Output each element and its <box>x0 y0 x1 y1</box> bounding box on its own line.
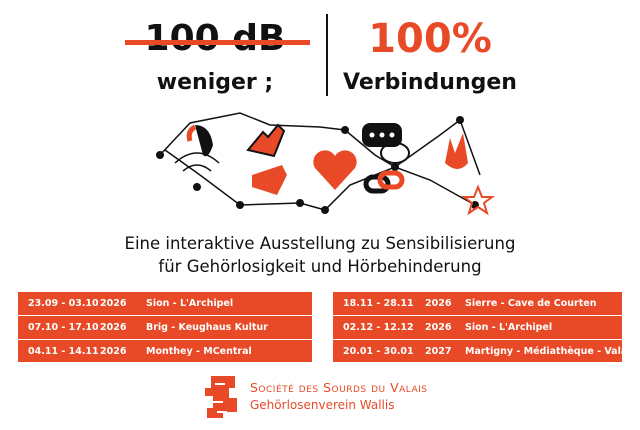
headline-right-top: 100% <box>368 16 492 62</box>
schedule-date: 23.09 - 03.10 <box>28 298 99 309</box>
schedule-venue: Sion - L'Archipel <box>465 322 553 334</box>
schedule-year: 2026 <box>425 322 452 334</box>
schedule-panel: 18.11 - 28.11 2026 Sierre - Cave de Courte… <box>333 292 636 363</box>
headline-right-bottom: Verbindungen <box>343 70 517 95</box>
headline-left-top: 100 dB <box>144 18 286 59</box>
schedule-row: 23.09 - 03.10 2026 Sion - L'Archipel <box>18 292 312 315</box>
schedule-row: 04.11 - 14.11 2026 Monthey - MCentral <box>18 338 312 363</box>
schedule-row: 02.12 - 12.12 2026 Sion - L'Archipel <box>333 315 622 339</box>
schedule-panel: 23.09 - 03.10 2026 Sion - L'Archipel 07.10 … <box>18 292 312 362</box>
footer-subname: Gehörlosenverein Wallis <box>250 398 395 412</box>
schedule-year: 2026 <box>100 345 127 357</box>
schedule-year: 2026 <box>100 322 127 334</box>
schedule-date: 07.10 - 17.10 <box>28 322 99 334</box>
illustration <box>156 112 495 216</box>
subtitle-line: für Gehörlosigkeit und Hörbehinderung <box>158 257 482 276</box>
schedule-row: 18.11 - 28.11 2026 Sierre - Cave de Courte… <box>333 292 622 315</box>
strike <box>125 40 310 45</box>
headline-left-bottom: weniger ; <box>156 70 274 95</box>
schedule-year: 2026 <box>425 298 452 309</box>
schedule-date: 18.11 - 28.11 <box>343 298 414 309</box>
subtitle-line: Eine interaktive Ausstellung zu Sensibil… <box>124 234 516 253</box>
footer-name: Société des Sourds du Valais <box>250 380 428 395</box>
schedule-venue: Sion - L'Archipel <box>146 298 234 309</box>
divider <box>326 14 328 96</box>
schedule-date: 02.12 - 12.12 <box>343 322 414 334</box>
schedule-date: 20.01 - 30.01 <box>343 345 414 357</box>
schedule-row: 20.01 - 30.01 2027 Martigny - Médiathèque … <box>333 338 636 363</box>
logo <box>205 376 237 418</box>
schedule-venue: Sierre - Cave de Courten <box>465 298 597 309</box>
schedule-year: 2027 <box>425 345 452 357</box>
schedule-row: 07.10 - 17.10 2026 Brig - Keughaus Kultur <box>18 315 312 339</box>
schedule-year: 2026 <box>100 298 127 309</box>
schedule-venue: Monthey - MCentral <box>146 345 252 357</box>
schedule-venue: Martigny - Médiathèque - Valais <box>465 345 637 357</box>
schedule-venue: Brig - Keughaus Kultur <box>146 322 268 334</box>
schedule-date: 04.11 - 14.11 <box>28 345 99 357</box>
